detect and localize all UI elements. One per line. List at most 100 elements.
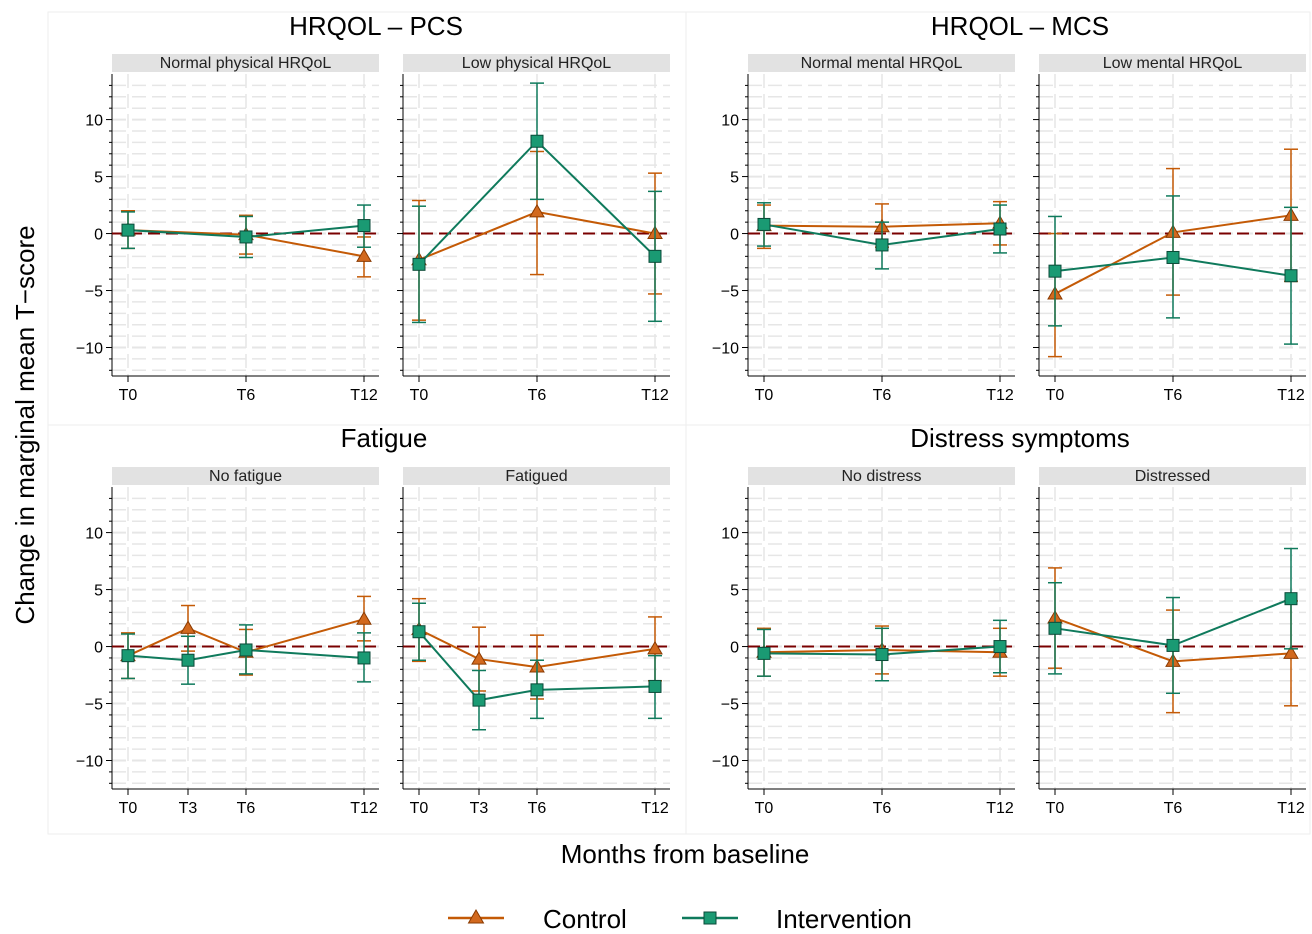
data-point-intervention	[1048, 264, 1062, 278]
data-point-intervention	[121, 223, 135, 237]
x-tick-label: T3	[179, 800, 198, 817]
chart-title: Fatigue	[341, 423, 428, 453]
x-tick-label: T12	[986, 387, 1014, 404]
legend-control-label: Control	[543, 904, 627, 934]
data-point-intervention	[1166, 638, 1180, 652]
x-tick-label: T6	[237, 800, 256, 817]
x-tick-label: T6	[528, 800, 547, 817]
facet-label: Normal physical HRQoL	[160, 55, 332, 72]
x-tick-label: T0	[119, 387, 138, 404]
series-line	[127, 618, 365, 657]
chart-title: HRQOL – PCS	[289, 11, 463, 41]
data-point-intervention	[472, 693, 486, 707]
data-point-intervention	[412, 625, 426, 639]
x-tick-label: T12	[986, 800, 1014, 817]
series-line	[418, 631, 656, 702]
facet-strip	[112, 467, 379, 485]
x-tick-label: T6	[237, 387, 256, 404]
x-tick-label: T0	[755, 387, 774, 404]
x-tick-label: T12	[1277, 800, 1305, 817]
data-point-intervention	[648, 679, 662, 693]
figure-frame	[47, 11, 1311, 835]
x-tick-label: T6	[1164, 387, 1183, 404]
data-point-intervention	[357, 651, 371, 665]
plot-group: HRQOL – PCS Normal physical HRQoL 10 5 0 −5 −1…	[76, 11, 1306, 817]
x-tick-label: T0	[755, 800, 774, 817]
chart-hrqol-mcs: HRQOL – MCS Normal mental HRQoL 10 5 0 −5 −10 T…	[712, 11, 1306, 404]
x-tick-label: T0	[410, 387, 429, 404]
x-axis-title: Months from baseline	[561, 839, 810, 869]
data-point-intervention	[239, 230, 253, 244]
series-intervention	[1048, 195, 1298, 345]
facet-strip	[1039, 467, 1306, 485]
y-axis-title: Change in marginal mean T−score	[10, 225, 40, 624]
chart-distress-symptoms: Distress symptoms No distress 10 5 0 −5 −10 T0 T…	[712, 423, 1306, 817]
y-tick-label: 5	[94, 170, 103, 187]
data-point-control	[529, 203, 545, 218]
series-intervention	[757, 619, 1007, 682]
facet-no-distress: No distress 10 5 0 −5 −10 T0 T6 T12	[712, 467, 1015, 817]
facet-strip	[748, 467, 1015, 485]
data-point-intervention	[181, 653, 195, 667]
facet-low-physical-hrqol: Low physical HRQoL T0 T6 T12	[397, 54, 670, 404]
y-tick-label: 10	[85, 113, 103, 130]
y-tick-label: 10	[85, 526, 103, 543]
y-tick-label: 10	[721, 526, 739, 543]
x-tick-label: T6	[528, 387, 547, 404]
y-tick-label: −5	[721, 284, 739, 301]
facet-label: Normal mental HRQoL	[801, 55, 963, 72]
x-tick-label: T0	[410, 800, 429, 817]
legend-intervention-square-icon	[703, 911, 717, 925]
facet-no-fatigue: No fatigue 10 5 0 −5 −10 T0 T3 T6 T12	[76, 467, 379, 817]
y-tick-label: 0	[730, 227, 739, 244]
data-point-control	[356, 248, 372, 262]
legend-intervention-label: Intervention	[776, 904, 912, 934]
x-tick-label: T6	[873, 387, 892, 404]
facet-low-mental-hrqol: Low mental HRQoL T0 T6 T12	[1033, 54, 1306, 404]
facet-label: No fatigue	[209, 468, 282, 485]
data-point-intervention	[993, 640, 1007, 654]
x-tick-label: T0	[119, 800, 138, 817]
y-tick-label: 5	[730, 170, 739, 187]
facet-distressed: Distressed T0 T6 T12	[1033, 467, 1306, 817]
data-point-intervention	[357, 219, 371, 233]
y-tick-label: 0	[94, 640, 103, 657]
y-tick-label: −5	[85, 284, 103, 301]
data-point-intervention	[530, 134, 544, 148]
x-tick-label: T12	[350, 387, 378, 404]
data-point-intervention	[1166, 250, 1180, 264]
x-tick-label: T0	[1046, 387, 1065, 404]
facet-label: Low physical HRQoL	[462, 55, 612, 72]
data-point-intervention	[993, 222, 1007, 236]
y-tick-label: 10	[721, 113, 739, 130]
data-point-intervention	[412, 257, 426, 271]
data-point-intervention	[1284, 269, 1298, 283]
y-tick-label: 0	[730, 640, 739, 657]
data-point-intervention	[757, 646, 771, 660]
facet-strip	[403, 54, 670, 72]
data-point-intervention	[239, 643, 253, 657]
series-intervention	[412, 602, 662, 731]
data-point-intervention	[1284, 592, 1298, 606]
series-intervention	[412, 82, 662, 324]
y-tick-label: −5	[85, 697, 103, 714]
series-line	[418, 628, 656, 669]
data-point-intervention	[757, 217, 771, 231]
data-point-intervention	[121, 649, 135, 663]
legend: Control Intervention	[448, 904, 912, 934]
facet-normal-physical-hrqol: Normal physical HRQoL 10 5 0 −5 −10 T0 T6 T12	[76, 54, 379, 404]
facet-label: Low mental HRQoL	[1103, 55, 1243, 72]
series-intervention	[757, 202, 1007, 270]
series-intervention	[121, 204, 371, 259]
facet-label: Fatigued	[505, 468, 567, 485]
x-tick-label: T6	[873, 800, 892, 817]
data-point-control	[1283, 645, 1299, 659]
y-tick-label: 5	[94, 583, 103, 600]
y-tick-label: −10	[712, 754, 739, 771]
data-point-control	[180, 620, 196, 634]
legend-control-triangle-icon	[467, 908, 485, 924]
y-tick-label: −10	[712, 341, 739, 358]
chart-title: Distress symptoms	[910, 423, 1130, 453]
data-point-intervention	[875, 648, 889, 662]
